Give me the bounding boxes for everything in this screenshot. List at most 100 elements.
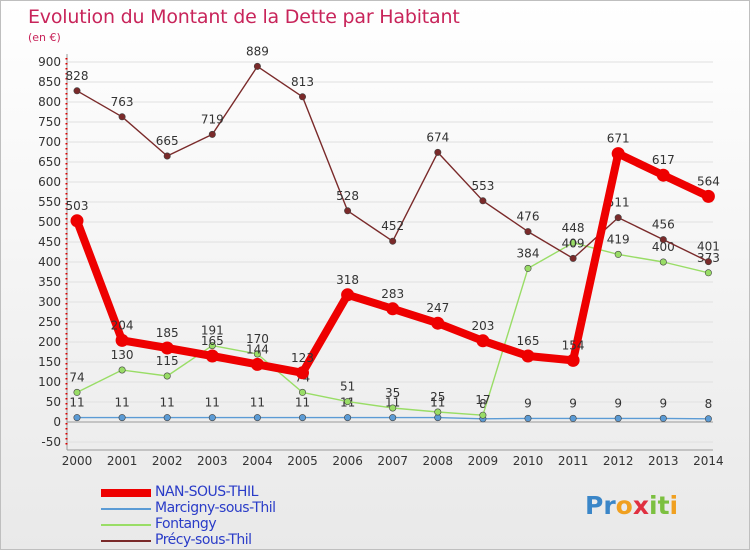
data-point-precy-sous-thil: [389, 237, 397, 245]
data-point-fontangy: [524, 264, 532, 272]
data-label-marcigny-sous-thil: 9: [614, 396, 622, 410]
y-axis-tick: [65, 238, 68, 240]
data-label-fontangy: 25: [430, 390, 445, 404]
y-tick-label: 150: [38, 355, 61, 369]
y-tick-label: -50: [41, 435, 61, 449]
y-tick-label: 50: [46, 395, 61, 409]
y-axis-tick: [65, 423, 68, 425]
y-axis-tick: [65, 438, 68, 440]
proxiti-logo: Proxiti: [585, 491, 678, 520]
x-tick-label: 2007: [377, 454, 408, 468]
x-tick-label: 2002: [152, 454, 183, 468]
logo-letter: r: [603, 491, 616, 520]
y-axis-tick: [65, 153, 68, 155]
y-tick-label: 350: [38, 275, 61, 289]
data-label-precy-sous-thil: 409: [562, 236, 585, 250]
data-point-fontangy: [73, 388, 81, 396]
data-point-marcigny-sous-thil: [569, 414, 577, 422]
legend-swatch: [101, 489, 151, 497]
y-axis-tick: [65, 113, 68, 115]
data-label-fontangy: 400: [652, 240, 675, 254]
data-label-nan-sous-thil: 154: [562, 338, 585, 352]
unit-label: (en €): [28, 31, 61, 44]
y-axis-tick: [65, 368, 68, 370]
y-axis-tick: [65, 363, 68, 365]
y-axis-tick: [65, 293, 68, 295]
y-axis-tick: [65, 108, 68, 110]
y-axis-tick: [65, 403, 68, 405]
y-axis-tick: [65, 248, 68, 250]
data-point-fontangy: [118, 366, 126, 374]
data-label-precy-sous-thil: 828: [66, 69, 89, 83]
y-axis-tick: [65, 253, 68, 255]
data-label-marcigny-sous-thil: 9: [524, 396, 532, 410]
y-axis-tick: [65, 183, 68, 185]
y-axis-tick: [65, 203, 68, 205]
data-point-fontangy: [344, 398, 352, 406]
data-label-nan-sous-thil: 283: [381, 287, 404, 301]
y-axis-tick: [65, 213, 68, 215]
data-point-marcigny-sous-thil: [253, 414, 261, 422]
data-point-fontangy: [704, 269, 712, 277]
y-tick-label: 800: [38, 95, 61, 109]
logo-letter: t: [657, 491, 670, 520]
data-label-marcigny-sous-thil: 8: [479, 397, 487, 411]
data-label-nan-sous-thil: 165: [201, 334, 224, 348]
logo-letter: x: [632, 491, 649, 520]
y-axis-tick: [65, 58, 68, 60]
x-tick-label: 2000: [62, 454, 93, 468]
y-axis-tick: [65, 278, 68, 280]
data-point-precy-sous-thil: [524, 228, 532, 236]
data-point-fontangy: [163, 372, 171, 380]
x-tick-label: 2008: [423, 454, 454, 468]
data-label-precy-sous-thil: 456: [652, 218, 675, 232]
data-label-precy-sous-thil: 674: [426, 130, 449, 144]
x-tick-label: 2003: [197, 454, 228, 468]
y-axis-tick: [65, 98, 68, 100]
y-axis-tick: [65, 173, 68, 175]
data-label-marcigny-sous-thil: 11: [160, 396, 175, 410]
data-label-marcigny-sous-thil: 11: [295, 396, 310, 410]
y-axis-tick: [65, 433, 68, 435]
data-point-precy-sous-thil: [163, 152, 171, 160]
data-label-precy-sous-thil: 553: [471, 179, 494, 193]
data-label-precy-sous-thil: 476: [517, 210, 540, 224]
data-label-nan-sous-thil: 123: [291, 351, 314, 365]
y-tick-label: 550: [38, 195, 61, 209]
y-axis-tick: [65, 298, 68, 300]
y-axis-tick: [65, 353, 68, 355]
data-point-marcigny-sous-thil: [614, 414, 622, 422]
data-label-nan-sous-thil: 144: [246, 342, 269, 356]
data-label-fontangy: 384: [517, 246, 540, 260]
y-axis-tick: [65, 243, 68, 245]
y-axis-tick: [65, 303, 68, 305]
y-tick-label: 250: [38, 315, 61, 329]
y-tick-label: 300: [38, 295, 61, 309]
y-axis-tick: [65, 408, 68, 410]
data-label-nan-sous-thil: 203: [471, 319, 494, 333]
y-tick-label: 700: [38, 135, 61, 149]
data-point-nan-sous-thil: [160, 341, 174, 355]
data-point-nan-sous-thil: [250, 357, 264, 371]
y-axis-tick: [65, 308, 68, 310]
x-tick-label: 2001: [107, 454, 138, 468]
data-label-precy-sous-thil: 511: [607, 196, 630, 210]
y-axis-tick: [65, 333, 68, 335]
x-tick-label: 2013: [648, 454, 679, 468]
data-point-fontangy: [298, 388, 306, 396]
y-axis-tick: [65, 143, 68, 145]
data-point-precy-sous-thil: [118, 113, 126, 121]
data-point-nan-sous-thil: [70, 214, 84, 228]
data-label-marcigny-sous-thil: 11: [205, 396, 220, 410]
y-axis-tick: [65, 313, 68, 315]
data-point-nan-sous-thil: [296, 366, 309, 380]
data-point-marcigny-sous-thil: [208, 414, 216, 422]
data-label-nan-sous-thil: 671: [607, 132, 630, 146]
y-axis-tick: [65, 283, 68, 285]
y-axis-tick: [65, 258, 68, 260]
data-point-precy-sous-thil: [479, 197, 487, 205]
y-axis-tick: [65, 68, 68, 70]
chart-title: Evolution du Montant de la Dette par Hab…: [28, 6, 460, 28]
y-axis-tick: [65, 163, 68, 165]
